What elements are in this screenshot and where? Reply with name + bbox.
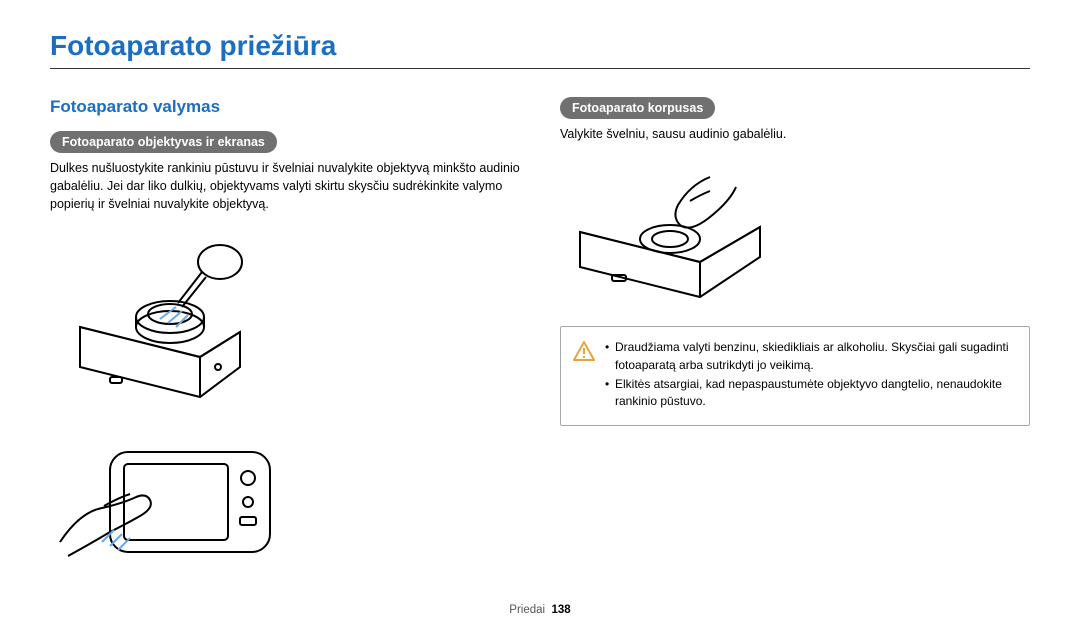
page-title: Fotoaparato priežiūra — [50, 30, 1030, 62]
warning-icon — [573, 341, 595, 366]
pill-body: Fotoaparato korpusas — [560, 97, 715, 119]
lens-screen-text: Dulkes nušluostykite rankiniu pūstuvu ir… — [50, 159, 520, 213]
pill-lens-screen: Fotoaparato objektyvas ir ekranas — [50, 131, 277, 153]
illustration-wipe-screen — [50, 422, 520, 577]
footer-page: 138 — [552, 604, 571, 616]
illustration-wipe-body — [560, 157, 1030, 312]
illustration-blower — [50, 227, 520, 412]
page-footer: Priedai 138 — [0, 604, 1080, 616]
right-column: Fotoaparato korpusas Valykite švelniu, s… — [560, 97, 1030, 587]
body-clean-text: Valykite švelniu, sausu audinio gabalėli… — [560, 125, 1030, 143]
warning-item-2: Elkitės atsargiai, kad nepaspaustumėte o… — [605, 376, 1015, 411]
footer-label: Priedai — [509, 604, 545, 616]
warning-box: Draudžiama valyti benzinu, skiedikliais … — [560, 326, 1030, 426]
left-column: Fotoaparato valymas Fotoaparato objektyv… — [50, 97, 520, 587]
section-subtitle: Fotoaparato valymas — [50, 97, 520, 117]
content-columns: Fotoaparato valymas Fotoaparato objektyv… — [50, 97, 1030, 587]
warning-item-1: Draudžiama valyti benzinu, skiedikliais … — [605, 339, 1015, 374]
